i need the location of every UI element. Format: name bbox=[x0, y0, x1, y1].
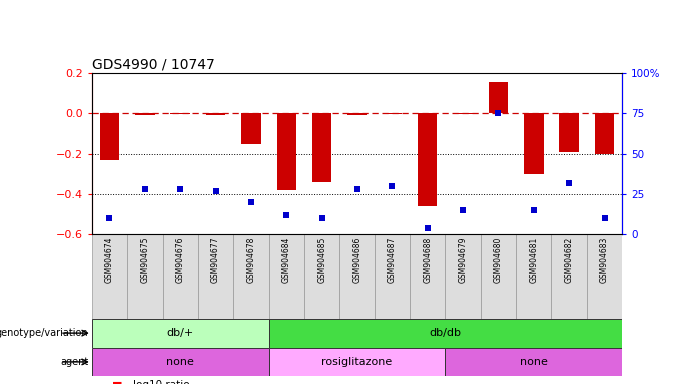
Point bbox=[316, 215, 327, 221]
Text: GSM904687: GSM904687 bbox=[388, 237, 397, 283]
Bar bbox=[92, 348, 269, 376]
Bar bbox=[233, 234, 269, 319]
Point bbox=[281, 212, 292, 218]
Bar bbox=[92, 319, 269, 348]
Bar bbox=[595, 113, 614, 154]
Text: rosiglitazone: rosiglitazone bbox=[322, 357, 392, 367]
Bar bbox=[418, 113, 437, 206]
Point bbox=[422, 225, 433, 231]
Text: GSM904674: GSM904674 bbox=[105, 237, 114, 283]
Bar bbox=[347, 113, 367, 115]
Point bbox=[528, 207, 539, 213]
Bar bbox=[241, 113, 260, 144]
Bar bbox=[445, 348, 622, 376]
Bar bbox=[206, 113, 225, 115]
Bar bbox=[269, 234, 304, 319]
Bar bbox=[171, 113, 190, 114]
Point bbox=[387, 183, 398, 189]
Bar bbox=[383, 113, 402, 114]
Bar bbox=[524, 113, 543, 174]
Text: GSM904685: GSM904685 bbox=[317, 237, 326, 283]
Bar bbox=[198, 234, 233, 319]
Text: agent: agent bbox=[60, 357, 88, 367]
Point bbox=[352, 186, 362, 192]
Point bbox=[139, 186, 150, 192]
Text: GSM904686: GSM904686 bbox=[352, 237, 362, 283]
Point bbox=[245, 199, 256, 205]
Bar bbox=[481, 234, 516, 319]
Text: db/+: db/+ bbox=[167, 328, 194, 338]
Bar bbox=[135, 113, 154, 115]
Text: GDS4990 / 10747: GDS4990 / 10747 bbox=[92, 58, 215, 72]
Bar bbox=[163, 234, 198, 319]
Point bbox=[175, 186, 186, 192]
Bar bbox=[339, 234, 375, 319]
Bar bbox=[551, 234, 587, 319]
Bar bbox=[489, 82, 508, 113]
Text: GSM904682: GSM904682 bbox=[564, 237, 574, 283]
Bar bbox=[516, 234, 551, 319]
Bar bbox=[304, 234, 339, 319]
Bar bbox=[100, 113, 119, 160]
Bar bbox=[92, 234, 127, 319]
Text: GSM904677: GSM904677 bbox=[211, 237, 220, 283]
Bar bbox=[560, 113, 579, 152]
Point bbox=[210, 188, 221, 194]
Bar bbox=[410, 234, 445, 319]
Text: db/db: db/db bbox=[429, 328, 462, 338]
Text: GSM904675: GSM904675 bbox=[140, 237, 150, 283]
Text: GSM904684: GSM904684 bbox=[282, 237, 291, 283]
Bar bbox=[312, 113, 331, 182]
Bar bbox=[375, 234, 410, 319]
Point bbox=[493, 110, 504, 116]
Bar bbox=[269, 348, 445, 376]
Bar bbox=[269, 319, 622, 348]
Bar bbox=[587, 234, 622, 319]
Text: GSM904676: GSM904676 bbox=[175, 237, 185, 283]
Bar bbox=[445, 234, 481, 319]
Text: GSM904681: GSM904681 bbox=[529, 237, 539, 283]
Text: GSM904680: GSM904680 bbox=[494, 237, 503, 283]
Text: none: none bbox=[520, 357, 547, 367]
Text: none: none bbox=[167, 357, 194, 367]
Bar bbox=[127, 234, 163, 319]
Point bbox=[104, 215, 115, 221]
Bar bbox=[277, 113, 296, 190]
Text: ■: ■ bbox=[112, 380, 122, 384]
Bar bbox=[454, 113, 473, 114]
Text: genotype/variation: genotype/variation bbox=[0, 328, 88, 338]
Point bbox=[458, 207, 469, 213]
Point bbox=[564, 180, 575, 186]
Text: GSM904688: GSM904688 bbox=[423, 237, 432, 283]
Text: GSM904678: GSM904678 bbox=[246, 237, 256, 283]
Text: GSM904679: GSM904679 bbox=[458, 237, 468, 283]
Text: GSM904683: GSM904683 bbox=[600, 237, 609, 283]
Text: log10 ratio: log10 ratio bbox=[133, 380, 189, 384]
Point bbox=[599, 215, 610, 221]
